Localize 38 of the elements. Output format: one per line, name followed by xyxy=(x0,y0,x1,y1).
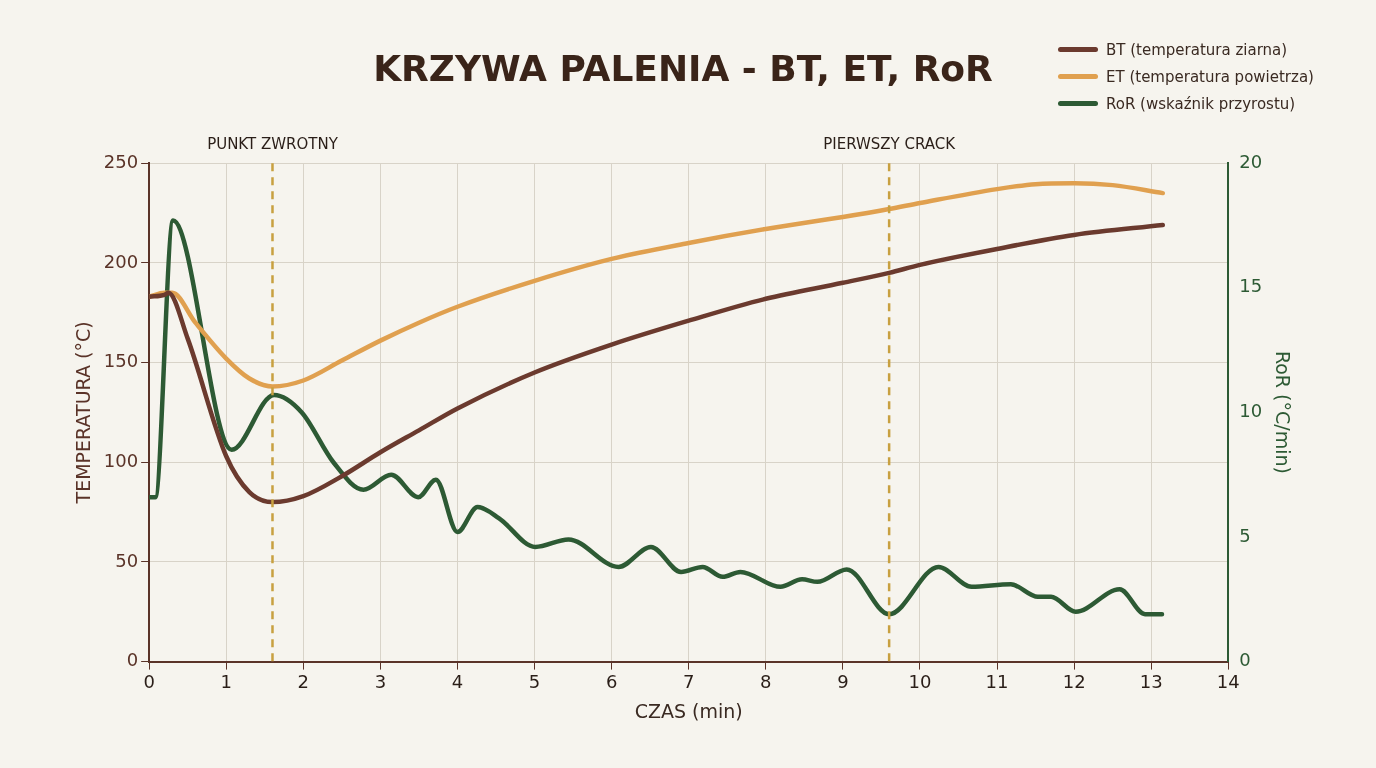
ref-line-label: PUNKT ZWROTNY xyxy=(207,135,339,154)
legend-label: RoR (wskaźnik przyrostu) xyxy=(1106,94,1296,113)
chart-title: KRZYWA PALENIA - BT, ET, RoR xyxy=(373,47,993,89)
x-tick-label: 10 xyxy=(908,671,932,693)
ref-line-label: PIERWSZY CRACK xyxy=(823,135,957,154)
x-tick-label: 6 xyxy=(605,671,618,693)
x-tick-label: 1 xyxy=(220,671,232,693)
y2-tick-label: 15 xyxy=(1239,275,1263,297)
y2-tick-label: 0 xyxy=(1239,649,1251,671)
y2-axis-title: RoR (°C/min) xyxy=(1271,350,1294,474)
line-series xyxy=(149,222,1166,505)
y2-tick-label: 5 xyxy=(1239,524,1251,546)
y-axis-title: TEMPERATURA (°C) xyxy=(72,321,95,505)
x-tick-label: 9 xyxy=(837,671,849,693)
x-tick-label: 14 xyxy=(1216,671,1240,693)
x-tick-label: 7 xyxy=(683,671,695,693)
x-tick-label: 3 xyxy=(374,671,387,693)
line-series xyxy=(149,218,1165,617)
y2-tick-label: 10 xyxy=(1239,400,1263,422)
y-tick-label: 200 xyxy=(103,250,139,272)
x-tick-label: 12 xyxy=(1062,671,1086,693)
x-tick-label: 13 xyxy=(1139,671,1163,693)
x-tick-label: 8 xyxy=(760,671,772,693)
x-tick-label: 5 xyxy=(528,671,541,693)
legend-label: ET (temperatura powietrza) xyxy=(1106,67,1314,86)
y-tick-label: 100 xyxy=(103,449,139,471)
x-tick-label: 11 xyxy=(985,671,1009,693)
y-tick-label: 50 xyxy=(115,549,139,571)
x-tick-label: 4 xyxy=(451,671,464,693)
legend-label: BT (temperatura ziarna) xyxy=(1106,40,1288,59)
line-series xyxy=(149,180,1166,389)
x-axis-title: CZAS (min) xyxy=(634,699,743,722)
x-tick-label: 0 xyxy=(143,671,155,693)
y-tick-label: 250 xyxy=(103,150,139,172)
y-tick-label: 150 xyxy=(103,350,139,372)
x-tick-label: 2 xyxy=(297,671,310,693)
y-tick-label: 0 xyxy=(126,649,139,671)
y2-tick-label: 20 xyxy=(1239,150,1263,172)
